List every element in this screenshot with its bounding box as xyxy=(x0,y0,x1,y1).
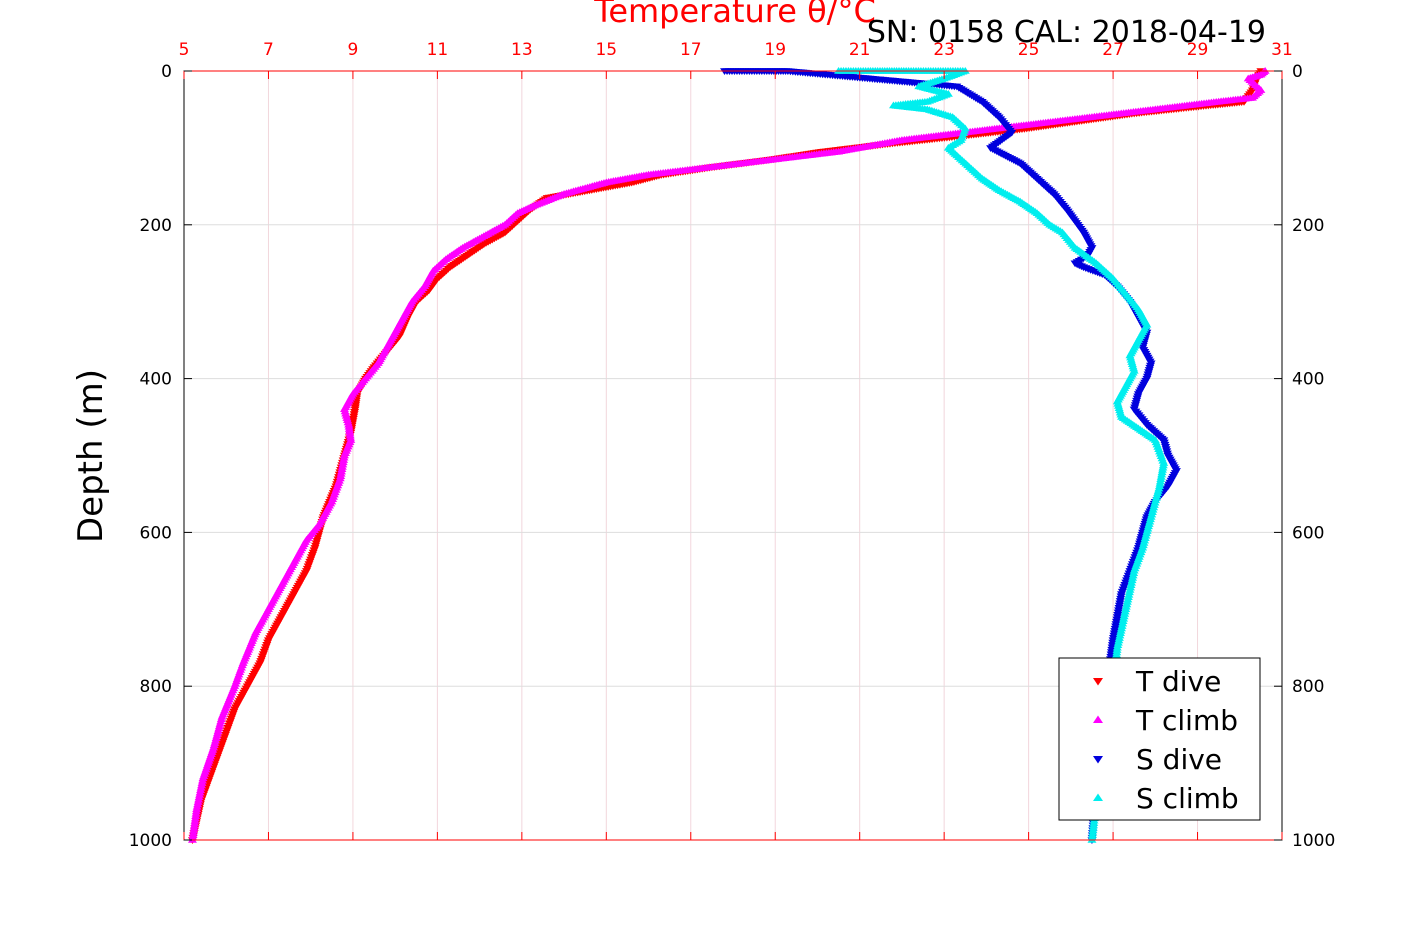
x-tick-label: 11 xyxy=(427,40,449,60)
legend-marker xyxy=(1093,756,1103,764)
y-tick-label-left: 200 xyxy=(140,216,172,236)
data-point xyxy=(834,66,844,74)
x-tick-label: 19 xyxy=(764,40,786,60)
chart-title: Temperature θ/°C xyxy=(593,0,876,30)
legend-items: T dive T climb S dive S climb xyxy=(1093,665,1239,815)
x-tick-label: 9 xyxy=(348,40,359,60)
legend-label: S climb xyxy=(1136,782,1239,815)
x-tick-label: 5 xyxy=(179,40,190,60)
x-tick-label: 13 xyxy=(511,40,533,60)
y-tick-label-right: 400 xyxy=(1292,370,1324,390)
y-tick-label-left: 600 xyxy=(140,523,172,543)
legend-label: T climb xyxy=(1135,704,1238,737)
series-t-climb xyxy=(187,66,1270,843)
chart-subtitle: SN: 0158 CAL: 2018-04-19 xyxy=(867,15,1266,50)
y-tick-label-right: 800 xyxy=(1292,677,1324,697)
x-tick-label: 25 xyxy=(1018,40,1040,60)
x-tick-label: 29 xyxy=(1187,40,1209,60)
y-tick-label-left: 0 xyxy=(161,62,172,82)
y-axis-label: Depth (m) xyxy=(71,369,111,543)
legend-marker xyxy=(1093,715,1103,723)
x-tick-label: 21 xyxy=(849,40,871,60)
legend: T dive T climb S dive S climb xyxy=(1058,657,1261,821)
y-tick-label-left: 800 xyxy=(140,677,172,697)
y-tick-label-left: 400 xyxy=(140,370,172,390)
legend-label: S dive xyxy=(1136,743,1222,776)
x-tick-label: 23 xyxy=(933,40,955,60)
y-tick-label-right: 1000 xyxy=(1292,831,1335,851)
y-tick-label-right: 200 xyxy=(1292,216,1324,236)
y-tick-label-right: 600 xyxy=(1292,523,1324,543)
y-tick-label-right: 0 xyxy=(1292,62,1303,82)
legend-label: T dive xyxy=(1135,665,1221,698)
x-tick-label: 27 xyxy=(1102,40,1124,60)
x-tick-label: 7 xyxy=(263,40,274,60)
y-axis-ticks: 0 0 200 200 400 400 600 600 800 800 1000 1000 xyxy=(129,62,1336,851)
x-tick-label: 17 xyxy=(680,40,702,60)
data-point xyxy=(1260,66,1270,74)
x-axis-ticks: 5 7 9 11 13 15 17 19 21 23 25 27 29 31 xyxy=(179,40,1293,840)
legend-marker xyxy=(1093,678,1103,686)
legend-box xyxy=(1058,657,1261,821)
x-tick-label: 15 xyxy=(595,40,617,60)
legend-marker xyxy=(1093,793,1103,801)
x-tick-label: 31 xyxy=(1271,40,1293,60)
y-tick-label-left: 1000 xyxy=(129,831,172,851)
